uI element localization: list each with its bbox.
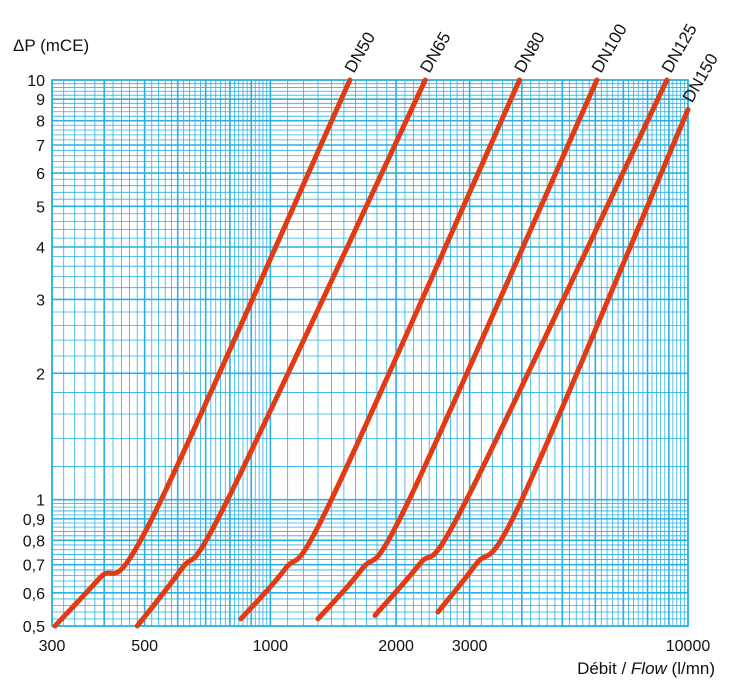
y-tick-label-14: 10 [27, 73, 45, 90]
y-tick-label-12: 8 [36, 114, 45, 131]
y-tick-label-6: 2 [36, 366, 45, 383]
y-tick-labels: 0,5 0,6 0,7 0,8 0,9 1 2 3 4 5 6 7 8 9 10 [23, 73, 45, 636]
series-label-dn150: DN150 [679, 50, 722, 105]
series-curve-dn150 [435, 107, 691, 615]
x-tick-label-0: 300 [39, 638, 66, 655]
y-axis-title: ΔP (mCE) [13, 36, 89, 55]
x-tick-label-3: 2000 [378, 638, 414, 655]
series-label-dn100: DN100 [588, 21, 631, 76]
grid-minor [52, 80, 688, 626]
series-curve-dn125 [372, 77, 670, 618]
grid-major [51, 79, 689, 627]
series-curves [52, 77, 691, 629]
series-curve-dn100 [315, 77, 600, 622]
series-label-dn80: DN80 [511, 29, 549, 76]
x-tick-label-1: 500 [131, 638, 158, 655]
x-tick-labels: 300 500 1000 2000 3000 10000 [39, 638, 711, 655]
y-tick-label-8: 4 [36, 240, 45, 257]
y-tick-label-2: 0,7 [23, 558, 45, 575]
y-tick-label-13: 9 [36, 92, 45, 109]
x-tick-label-2: 1000 [253, 638, 289, 655]
y-tick-label-5: 1 [36, 493, 45, 510]
series-curve-dn50 [52, 77, 353, 629]
x-tick-label-5: 10000 [666, 638, 711, 655]
y-tick-label-9: 5 [36, 199, 45, 216]
y-tick-label-7: 3 [36, 292, 45, 309]
plot-frame [51, 79, 689, 627]
y-tick-label-3: 0,8 [23, 533, 45, 550]
series-curve-dn80 [238, 77, 522, 622]
y-tick-label-0: 0,5 [23, 619, 45, 636]
x-tick-label-4: 3000 [452, 638, 488, 655]
x-axis-title: Débit / Flow (l/mn) [577, 659, 715, 678]
series-label-dn65: DN65 [416, 29, 454, 76]
y-tick-label-1: 0,6 [23, 586, 45, 603]
y-tick-label-11: 7 [36, 138, 45, 155]
y-tick-label-4: 0,9 [23, 512, 45, 529]
series-curve-dn65 [134, 77, 428, 629]
series-label-dn50: DN50 [341, 29, 379, 76]
y-tick-label-10: 6 [36, 166, 45, 183]
